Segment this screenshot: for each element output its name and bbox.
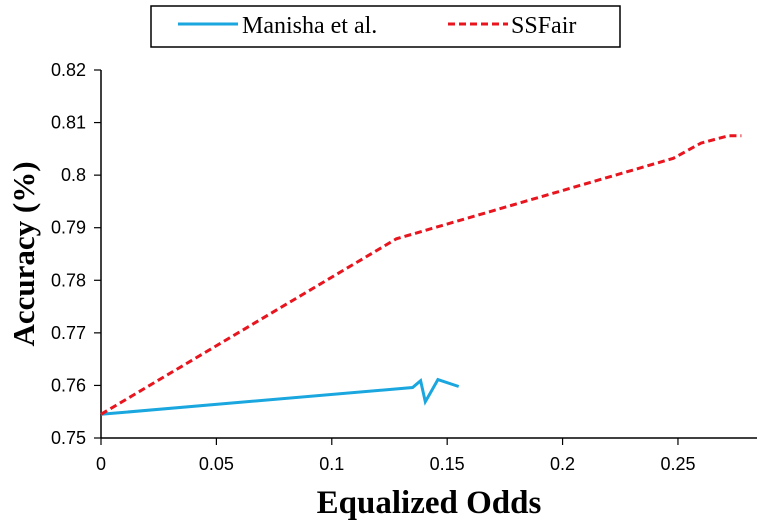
x-tick-label: 0.25: [660, 454, 695, 474]
x-tick-label: 0.2: [550, 454, 575, 474]
y-tick-label: 0.8: [61, 165, 86, 185]
y-ticks: 0.75 0.76 0.77 0.78 0.79 0.8 0.81 0.82: [51, 60, 101, 448]
series-line-0: [100, 377, 460, 416]
y-tick-label: 0.75: [51, 428, 86, 448]
x-tick-label: 0.15: [430, 454, 465, 474]
y-tick-label: 0.81: [51, 113, 86, 133]
series-line-1: [100, 134, 742, 416]
x-ticks: 0 0.05 0.1 0.15 0.2 0.25: [96, 438, 695, 474]
y-tick-label: 0.78: [51, 270, 86, 290]
y-tick-label: 0.77: [51, 323, 86, 343]
x-tick-label: 0.1: [319, 454, 344, 474]
x-tick-label: 0.05: [199, 454, 234, 474]
y-tick-label: 0.79: [51, 218, 86, 238]
y-axis-title: Accuracy (%): [6, 161, 41, 346]
x-axis-title: Equalized Odds: [317, 485, 542, 521]
legend-box: [150, 5, 621, 48]
legend: Manisha et al. SSFair: [150, 5, 621, 48]
legend-label-series-0: Manisha et al.: [242, 13, 377, 39]
series-layer: [100, 134, 742, 416]
legend-label-series-1: SSFair: [511, 13, 576, 39]
x-tick-label: 0: [96, 454, 106, 474]
y-tick-label: 0.76: [51, 375, 86, 395]
y-tick-label: 0.82: [51, 60, 86, 80]
axes: [100, 70, 757, 439]
